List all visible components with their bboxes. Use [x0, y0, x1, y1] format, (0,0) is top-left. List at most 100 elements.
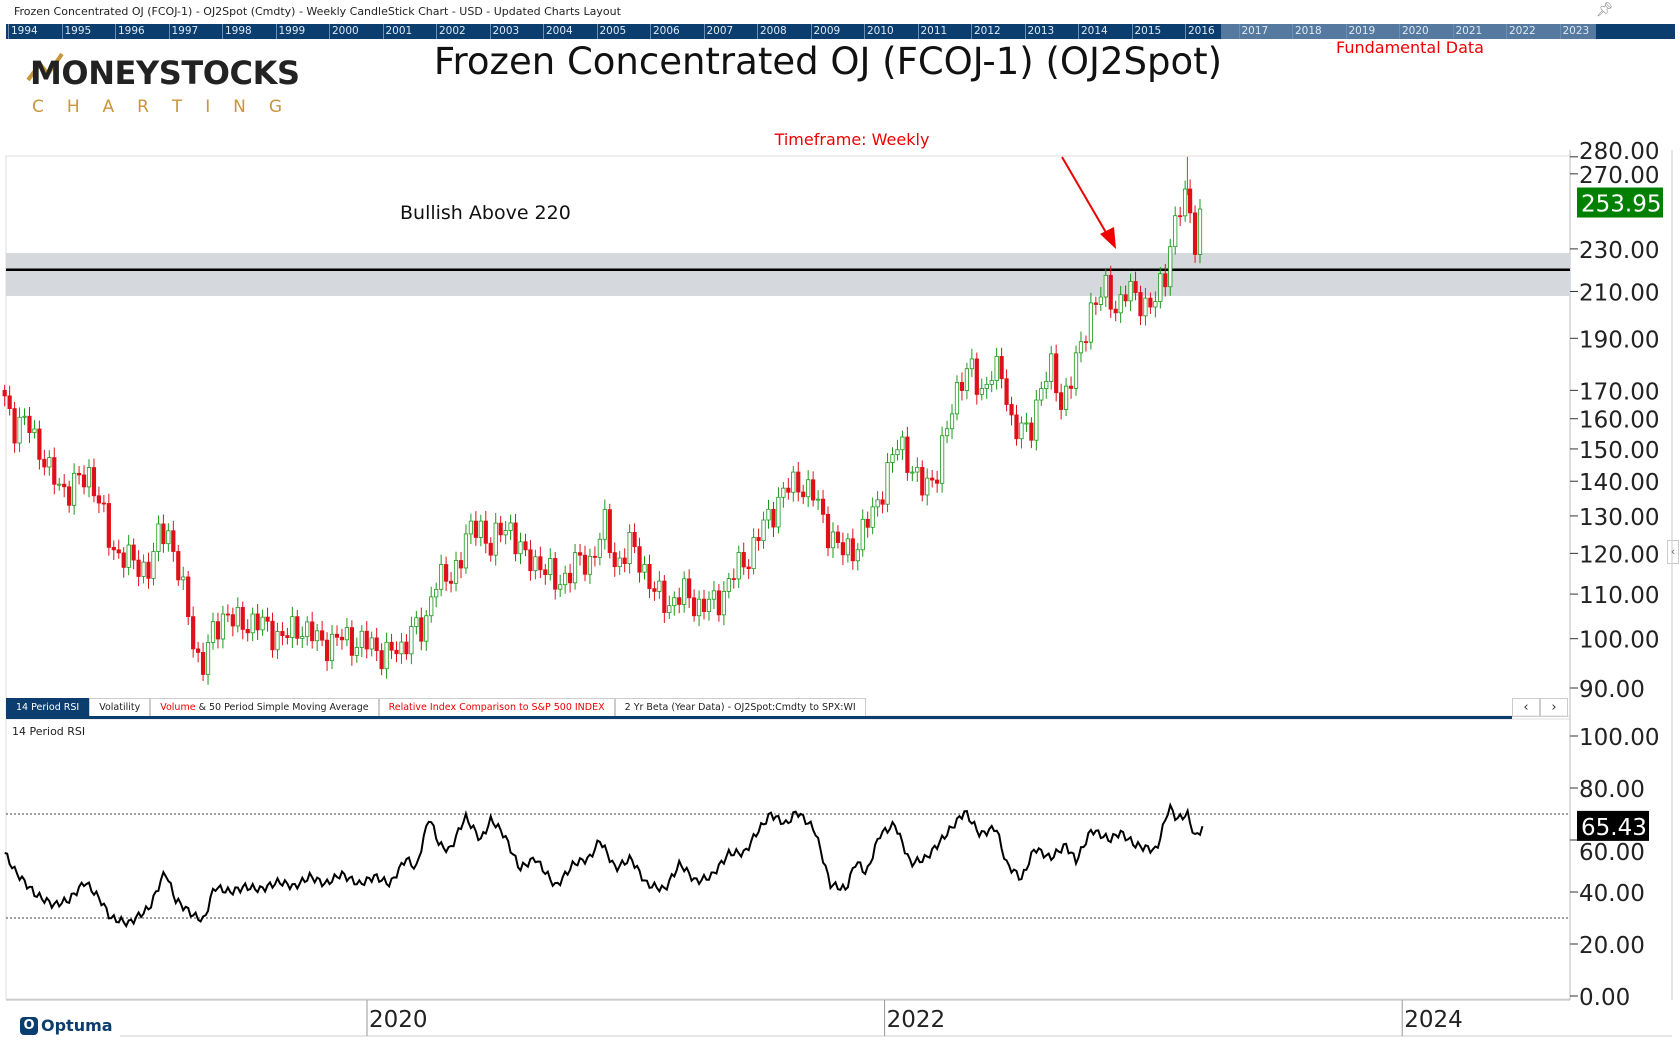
- candle-down: [1014, 414, 1019, 440]
- chevron-left-icon[interactable]: ‹: [1512, 698, 1540, 717]
- navigator-year: 2023: [1559, 24, 1589, 39]
- support-band: [6, 252, 1570, 296]
- candle-up: [597, 538, 602, 558]
- tab-volume-sma[interactable]: Volume & 50 Period Simple Moving Average: [150, 698, 379, 716]
- candle-down: [111, 546, 116, 551]
- rsi-tick-label: 20.00: [1579, 933, 1645, 959]
- last-price-tag: [1577, 187, 1663, 218]
- candle-down: [131, 544, 136, 561]
- candle-up: [275, 631, 280, 651]
- candle-up: [890, 454, 895, 463]
- candle-down: [1113, 308, 1118, 314]
- candle-down: [1187, 188, 1193, 214]
- pin-icon[interactable]: 📌︎: [1596, 2, 1614, 18]
- navigator-year: 2009: [810, 24, 840, 39]
- candle-down: [230, 614, 235, 627]
- candle-up: [329, 633, 335, 662]
- candle-down: [701, 598, 707, 613]
- timeframe-label: Timeframe: Weekly: [774, 130, 930, 149]
- candle-up: [1088, 302, 1093, 343]
- price-tick-label: 110.00: [1579, 583, 1659, 609]
- candle-up: [1183, 188, 1188, 217]
- candle-down: [310, 621, 315, 642]
- candle-up: [910, 471, 915, 474]
- candle-up: [86, 467, 92, 488]
- candle-down: [81, 474, 87, 488]
- collapse-panel-button[interactable]: ‹: [1667, 540, 1679, 564]
- candle-up: [979, 388, 984, 395]
- candle-down: [756, 537, 761, 542]
- candle-up: [72, 472, 77, 506]
- chevron-right-icon[interactable]: ›: [1540, 698, 1568, 717]
- candle-down: [612, 552, 617, 568]
- price-tick-label: 270.00: [1579, 163, 1659, 189]
- candle-up: [1143, 297, 1148, 317]
- price-tick-label: 140.00: [1579, 470, 1659, 496]
- tab-beta[interactable]: 2 Yr Beta (Year Data) - OJ2Spot:Cmdty to…: [614, 698, 866, 716]
- candle-down: [280, 631, 285, 637]
- candle-down: [905, 436, 910, 473]
- candle-down: [339, 636, 345, 641]
- annotation-text: Bullish Above 220: [400, 202, 571, 224]
- navigator-year: 2018: [1292, 24, 1322, 39]
- candle-down: [200, 652, 206, 675]
- candle-up: [1168, 246, 1173, 288]
- candle-up: [399, 641, 404, 655]
- window-title: Frozen Concentrated OJ (FCOJ-1) - OJ2Spo…: [14, 5, 621, 18]
- tab-volatility[interactable]: Volatility: [89, 698, 151, 716]
- candle-up: [47, 457, 52, 468]
- candle-up: [657, 580, 662, 592]
- candle-down: [1059, 392, 1064, 410]
- candle-down: [419, 617, 424, 642]
- candle-down: [1068, 385, 1074, 389]
- candle-up: [984, 383, 989, 389]
- candle-up: [989, 380, 994, 385]
- candle-up: [315, 630, 320, 642]
- candle-down: [364, 630, 369, 650]
- candle-down: [592, 555, 598, 558]
- tab-volume-rest: & 50 Period Simple Moving Average: [195, 702, 369, 713]
- candle-up: [220, 613, 226, 640]
- candle-up: [726, 578, 731, 592]
- candle-up: [969, 358, 974, 370]
- candle-down: [662, 580, 667, 613]
- candle-down: [12, 408, 17, 444]
- price-tick-label: 280.00: [1579, 139, 1659, 165]
- navigator-year: 2016: [1185, 24, 1215, 39]
- candle-up: [682, 578, 687, 605]
- candle-up: [1073, 352, 1079, 389]
- candle-up: [151, 551, 156, 579]
- candle-up: [1049, 353, 1054, 382]
- candle-up: [205, 642, 211, 675]
- candle-down: [488, 542, 493, 556]
- candle-down: [632, 532, 637, 548]
- candle-down: [677, 597, 682, 605]
- candle-up: [1019, 422, 1024, 440]
- candle-down: [136, 559, 141, 577]
- candle-up: [1098, 296, 1103, 305]
- tab-relative-index[interactable]: Relative Index Comparison to S&P 500 IND…: [378, 698, 615, 716]
- candle-down: [538, 556, 543, 571]
- candle-down: [1163, 273, 1168, 288]
- candle-down: [607, 509, 612, 553]
- candle-down: [225, 613, 230, 616]
- rsi-panel: [5, 718, 1571, 1000]
- candle-down: [746, 566, 751, 570]
- navigator-year: 2012: [971, 24, 1001, 39]
- fundamental-data-link[interactable]: Fundamental Data: [1336, 38, 1484, 57]
- navigator-year: 2013: [1024, 24, 1054, 39]
- candle-up: [964, 368, 969, 391]
- candle-up: [994, 355, 999, 381]
- candle-up: [354, 647, 359, 656]
- candle-down: [647, 563, 652, 590]
- navigator-visible-range[interactable]: [1221, 24, 1596, 39]
- tab-volume-red: Volume: [160, 702, 196, 713]
- tab-rsi[interactable]: 14 Period RSI: [6, 698, 90, 716]
- candle-up: [156, 523, 161, 552]
- price-tick-label: 120.00: [1579, 542, 1659, 568]
- candle-up: [533, 556, 538, 572]
- navigator-year: 2014: [1078, 24, 1108, 39]
- candle-down: [801, 491, 806, 498]
- date-navigator[interactable]: 1994 1995 1996 1997 1998 1999 2000 2001 2002 2003…: [6, 24, 1675, 39]
